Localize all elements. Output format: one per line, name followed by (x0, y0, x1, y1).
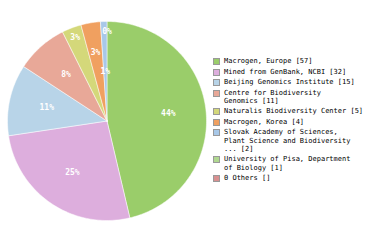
html-text:Naturalis Biodiversity Center: Naturalis Biodiversity Center [5] (224, 107, 364, 116)
svg-text:3%: 3% (91, 47, 101, 56)
html-text:Slovak Academy of Sciences, Pl: Slovak Academy of Sciences, Plant Scienc… (224, 128, 351, 153)
svg-text:44%: 44% (161, 109, 176, 118)
svg-text:3%: 3% (70, 32, 80, 41)
html-text:Beijing Genomics Institute [15: Beijing Genomics Institute [15] (224, 78, 355, 87)
html-text:Macrogen, Europe [57]: Macrogen, Europe [57] (224, 57, 313, 66)
html-text:Centre for Biodiversity Genomi: Centre for Biodiversity Genomics [11] (224, 88, 321, 105)
svg-text:1%: 1% (101, 66, 111, 75)
svg-text:11%: 11% (39, 103, 54, 112)
html-text:0 Others []: 0 Others [] (224, 174, 271, 183)
html-text:Macrogen, Korea [4]: Macrogen, Korea [4] (224, 117, 305, 126)
svg-text:25%: 25% (65, 167, 80, 176)
svg-text:8%: 8% (61, 70, 71, 79)
html-text:University of Pisa, Department: University of Pisa, Department of Biolog… (224, 155, 351, 172)
html-text:Mined from GenBank, NCBI [32]: Mined from GenBank, NCBI [32] (224, 67, 347, 76)
svg-text:0%: 0% (102, 26, 112, 35)
